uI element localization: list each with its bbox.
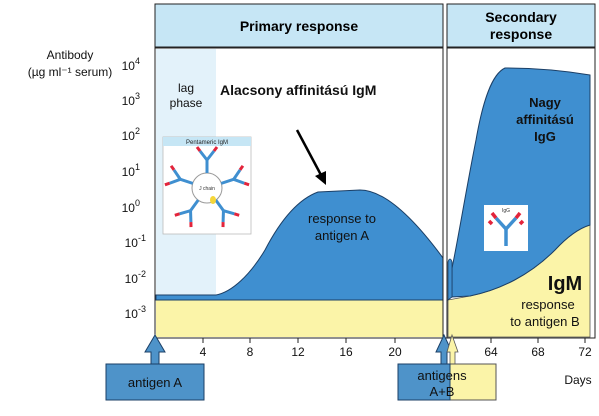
primary-response-header (154, 3, 444, 48)
igg-icon-label: IgG (502, 208, 510, 214)
y-tick-1e4: 104 (122, 56, 140, 73)
secondary-response-header (446, 3, 596, 48)
x-axis-label: Days (564, 373, 591, 387)
igg-illustration: IgG (484, 205, 528, 251)
x-tick-72: 72 (578, 345, 592, 359)
y-tick-1e3: 103 (122, 91, 140, 108)
y-axis-title-line2: (µg ml⁻¹ serum) (28, 65, 113, 79)
y-tick-1e-1: 10-1 (125, 233, 146, 250)
x-tick-4: 4 (200, 345, 207, 359)
response-b-label-line1: response (521, 297, 574, 312)
pentamer-title: Pentameric IgM (186, 140, 228, 146)
x-tick-12: 12 (291, 345, 305, 359)
y-tick-1e-2: 10-2 (125, 269, 146, 286)
y-tick-1e1: 101 (122, 162, 140, 179)
antigen-a-box (105, 363, 205, 401)
response-to-antigen-a-curve (155, 189, 444, 301)
secondary-response-title-line1: Secondary (485, 9, 557, 25)
y-tick-1e0: 100 (122, 198, 140, 215)
x-axis-ticks (202, 338, 586, 343)
antigen-ab-box (397, 363, 451, 401)
lag-phase-label-line2: phase (170, 96, 203, 110)
response-a-label-line1: response to (308, 211, 376, 226)
igg-label-line2: affinitású (516, 112, 574, 127)
low-affinity-igm-label: Alacsony affinitású IgM (220, 82, 376, 98)
response-a-label-line2: antigen A (315, 228, 370, 243)
j-chain-label: J chain (199, 186, 215, 192)
y-axis-ticks: 104 103 102 101 100 10-1 10-2 10-3 (122, 56, 146, 321)
x-tick-16: 16 (339, 345, 353, 359)
y-tick-1e-3: 10-3 (125, 304, 146, 321)
pentameric-igm-illustration: Pentameric IgM (162, 136, 252, 235)
antigen-a-arrow (144, 334, 166, 365)
y-tick-1e2: 102 (122, 126, 140, 143)
antigen-b-box (443, 363, 497, 401)
igm-big-label: IgM (548, 273, 582, 295)
primary-baseline-band (156, 300, 443, 337)
x-tick-20: 20 (388, 345, 402, 359)
lag-phase-label-line1: lag (178, 81, 194, 95)
igm-pointer-arrow-line (295, 129, 323, 176)
primary-response-title: Primary response (240, 18, 358, 34)
secondary-response-title-line2: response (490, 26, 552, 42)
x-tick-68: 68 (531, 345, 545, 359)
igg-label-line3: IgG (534, 129, 556, 144)
igg-label-line1: Nagy (529, 95, 562, 110)
antigen-b-arrow (446, 333, 459, 365)
antigen-a-label: antigen A (128, 375, 183, 390)
antigen-ab-label-line2: A+B (430, 384, 455, 399)
antigen-ab-label-line1: antigens (417, 368, 467, 383)
igm-pointer-arrow-head (315, 171, 326, 185)
response-b-label-line2: to antigen B (510, 314, 579, 329)
x-tick-64: 64 (484, 345, 498, 359)
secondary-start-blue-sliver (447, 258, 453, 301)
y-axis-title-line1: Antibody (47, 48, 94, 62)
x-tick-8: 8 (247, 345, 254, 359)
